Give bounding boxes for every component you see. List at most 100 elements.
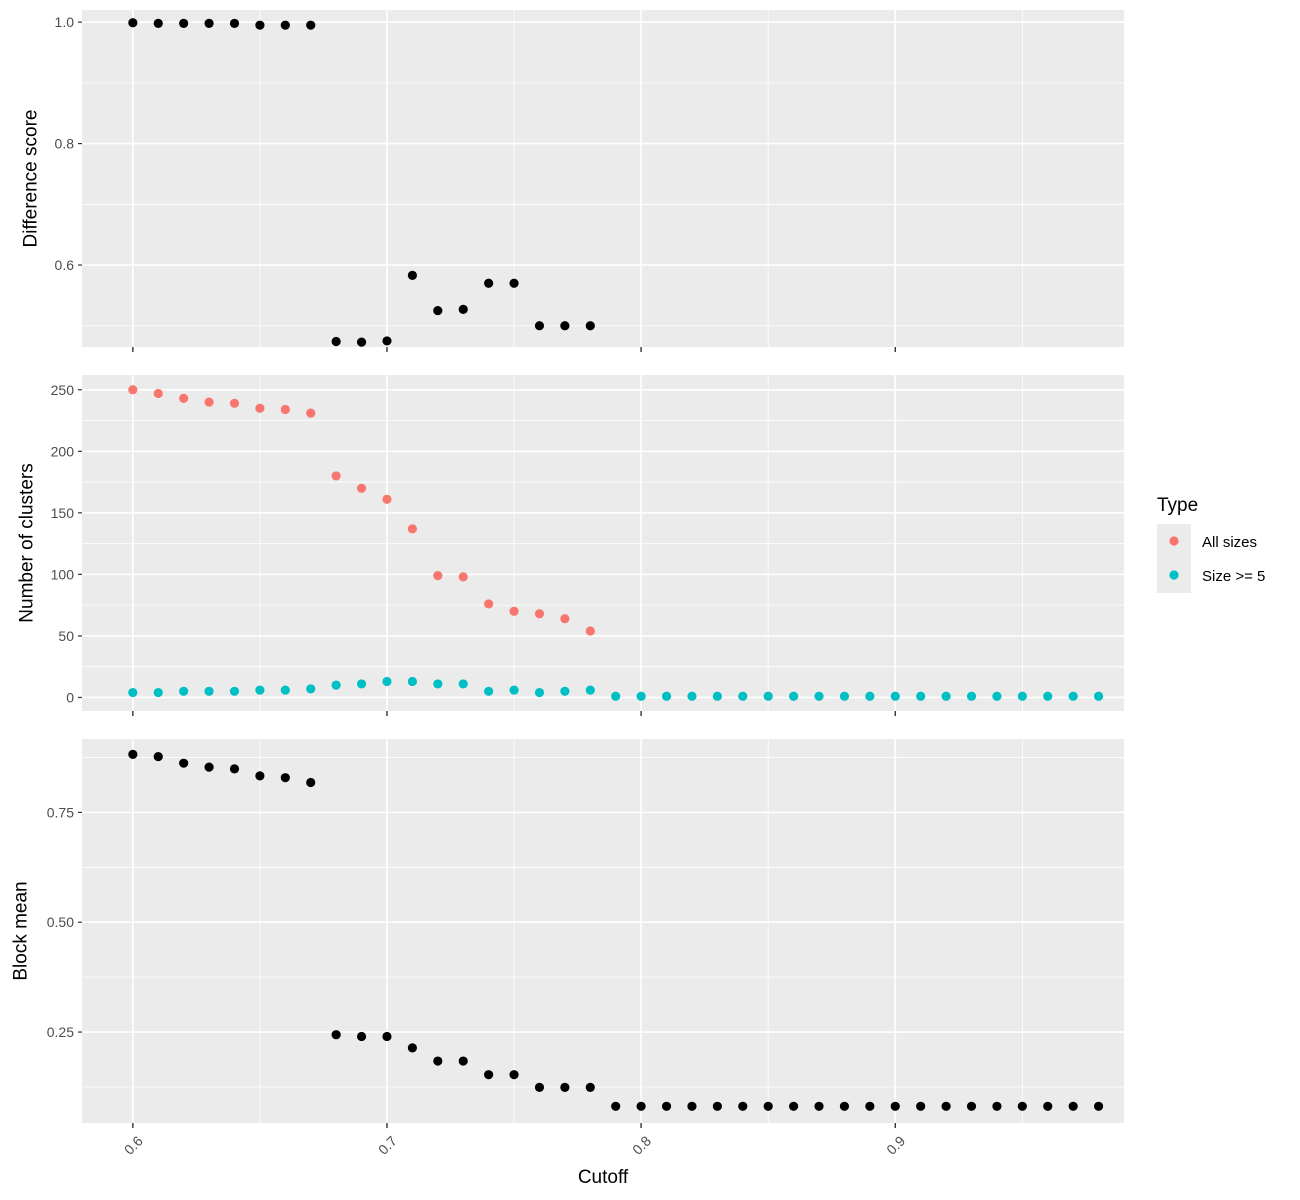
data-point <box>356 483 367 493</box>
data-point <box>153 388 163 399</box>
legend-label-size-5: Size >= 5 <box>1202 568 1265 585</box>
data-point <box>356 1031 367 1042</box>
data-point <box>356 337 367 347</box>
data-point <box>763 691 773 701</box>
data-point <box>585 1082 595 1093</box>
data-point <box>789 1101 799 1111</box>
legend-key-background <box>1157 524 1191 593</box>
data-point <box>814 691 824 701</box>
data-point <box>128 687 138 698</box>
legend-key-all-sizes <box>1169 536 1179 546</box>
data-point <box>128 18 138 28</box>
y-axis-title: Difference score <box>21 110 42 248</box>
data-point <box>382 336 392 346</box>
data-point <box>687 1101 697 1111</box>
data-point <box>611 691 621 701</box>
data-point <box>229 686 240 696</box>
data-point <box>865 691 875 701</box>
data-point <box>280 685 290 695</box>
data-point <box>128 385 138 395</box>
data-point <box>865 1101 875 1111</box>
data-point <box>204 762 214 772</box>
data-point <box>585 626 595 636</box>
y-tick-label: 0.6 <box>55 257 75 273</box>
data-point <box>534 1082 545 1093</box>
data-point <box>179 18 189 28</box>
data-point <box>1043 691 1053 701</box>
legend: Type All sizes Size >= 5 <box>1157 495 1265 593</box>
data-point <box>280 773 290 783</box>
data-point <box>255 771 265 781</box>
data-point <box>611 1101 621 1111</box>
data-point <box>458 1056 468 1066</box>
data-point <box>712 691 722 701</box>
panel-background <box>82 739 1124 1123</box>
chart-panels: 0.6 0.8 1.0 Difference score 0 50 100 150 200 250… <box>11 10 1124 1158</box>
data-point <box>484 599 494 609</box>
data-point <box>916 1101 926 1111</box>
panel-bottom: 0.25 0.50 0.75 0.6 0.7 0.8 0.9 Block mean <box>11 739 1124 1158</box>
data-point <box>306 684 316 694</box>
data-point <box>229 18 240 28</box>
data-point <box>763 1101 773 1111</box>
y-tick-label: 0.75 <box>47 804 74 820</box>
x-tick-label: 0.9 <box>883 1133 908 1158</box>
data-point <box>331 471 341 481</box>
data-point <box>890 691 900 701</box>
data-point <box>255 20 265 30</box>
data-point <box>458 572 468 582</box>
data-point <box>356 679 367 689</box>
data-point <box>992 1101 1002 1111</box>
data-point <box>484 1070 494 1080</box>
data-point <box>814 1101 824 1111</box>
legend-title: Type <box>1157 495 1198 516</box>
data-point <box>839 1101 850 1111</box>
data-point <box>560 614 570 624</box>
y-tick-label: 100 <box>51 566 75 582</box>
data-point <box>966 691 977 701</box>
panel-middle: 0 50 100 150 200 250 Number of clusters <box>17 375 1124 716</box>
series-0 <box>128 18 595 347</box>
data-point <box>229 398 240 408</box>
data-point <box>433 1056 443 1066</box>
data-point <box>1093 1101 1104 1111</box>
y-tick-label: 0.25 <box>47 1024 74 1040</box>
data-point <box>153 687 163 698</box>
data-point <box>839 691 850 701</box>
data-point <box>585 685 595 695</box>
data-point <box>687 691 697 701</box>
series-1 <box>128 676 1104 701</box>
data-point <box>484 686 494 696</box>
y-tick-label: 0 <box>66 689 74 705</box>
data-point <box>941 1101 951 1111</box>
series-0 <box>128 385 595 636</box>
data-point <box>382 494 392 504</box>
data-point <box>992 691 1002 701</box>
data-point <box>179 686 189 696</box>
data-point <box>153 18 163 28</box>
x-axis-title: Cutoff <box>578 1167 629 1188</box>
y-axis-title: Number of clusters <box>17 463 38 622</box>
data-point <box>1068 1101 1078 1111</box>
x-tick-label: 0.8 <box>629 1133 654 1158</box>
data-point <box>255 685 265 695</box>
data-point <box>331 680 341 690</box>
data-point <box>1068 691 1078 701</box>
data-point <box>331 336 341 347</box>
data-point <box>509 278 519 288</box>
data-point <box>458 304 468 314</box>
legend-label-all-sizes: All sizes <box>1202 534 1257 551</box>
data-point <box>306 408 316 418</box>
panel-top: 0.6 0.8 1.0 Difference score <box>21 10 1124 352</box>
y-tick-label: 0.50 <box>47 914 74 930</box>
panel-background <box>82 375 1124 711</box>
data-point <box>280 404 290 415</box>
data-point <box>382 676 392 687</box>
data-point <box>661 1101 672 1111</box>
data-point <box>179 393 189 403</box>
data-point <box>255 403 265 413</box>
data-point <box>179 758 189 768</box>
data-point <box>407 524 417 534</box>
data-point <box>407 676 417 687</box>
